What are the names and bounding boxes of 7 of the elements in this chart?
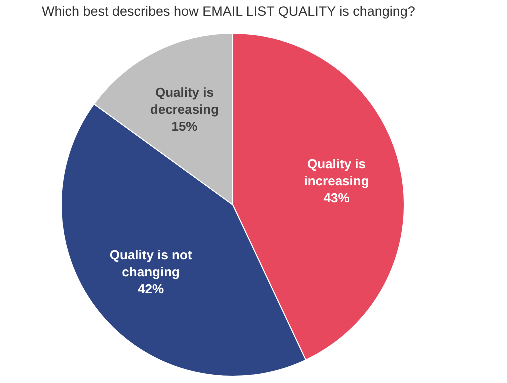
data-label: 43% (324, 190, 350, 206)
slice-label: Quality is increasing (304, 156, 370, 188)
slice-label: Quality is decreasing (150, 84, 220, 117)
data-label: 15% (172, 118, 198, 134)
slice-label: Quality is not changing (110, 247, 193, 280)
data-label: 42% (138, 281, 165, 296)
chart-title: Which best describes how EMAIL LIST QUALITY is changing? (42, 4, 416, 19)
